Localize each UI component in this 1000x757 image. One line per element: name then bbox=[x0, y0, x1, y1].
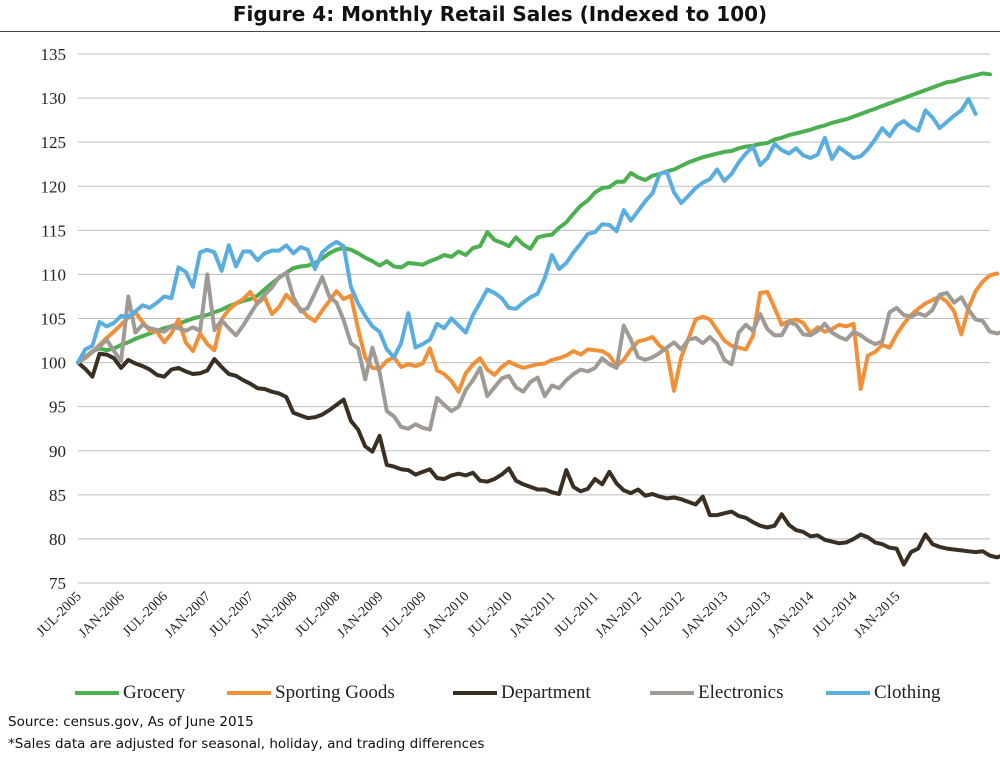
legend: Grocery Sporting Goods Department Electroni… bbox=[75, 680, 995, 706]
y-axis-ticks: 75 80 85 90 95 100 105 110 115 120 125 130 135 bbox=[41, 45, 67, 593]
y-tick-label: 80 bbox=[49, 530, 66, 549]
x-tick-label: JAN-2015 bbox=[852, 589, 904, 641]
y-tick-label: 90 bbox=[49, 442, 66, 461]
y-tick-label: 115 bbox=[41, 221, 66, 240]
legend-swatch bbox=[826, 691, 870, 695]
y-tick-label: 95 bbox=[49, 398, 66, 417]
line-chart: 75 80 85 90 95 100 105 110 115 120 125 130 135 JUL-2… bbox=[34, 45, 1000, 641]
legend-item-grocery: Grocery bbox=[75, 680, 185, 706]
legend-label: Department bbox=[501, 682, 591, 703]
x-tick-label: JAN-2012 bbox=[593, 589, 645, 641]
y-tick-label: 130 bbox=[41, 89, 67, 108]
x-tick-label: JAN-2010 bbox=[421, 589, 473, 641]
legend-label: Sporting Goods bbox=[275, 682, 395, 703]
x-tick-label: JAN-2011 bbox=[507, 589, 558, 640]
gridlines bbox=[78, 53, 990, 584]
y-tick-label: 100 bbox=[41, 354, 67, 373]
legend-swatch bbox=[75, 691, 119, 695]
legend-item-electronics: Electronics bbox=[650, 680, 783, 706]
x-tick-label: JAN-2008 bbox=[248, 589, 300, 641]
chart-title: Figure 4: Monthly Retail Sales (Indexed … bbox=[232, 2, 768, 26]
legend-swatch bbox=[453, 691, 497, 695]
y-tick-label: 135 bbox=[41, 45, 67, 64]
series-line-department bbox=[76, 351, 1000, 567]
y-tick-label: 105 bbox=[41, 310, 67, 329]
x-axis-ticks: JUL-2005JAN-2006JUL-2006JAN-2007JUL-2007… bbox=[34, 589, 903, 641]
legend-label: Grocery bbox=[123, 682, 186, 703]
y-tick-label: 125 bbox=[41, 133, 67, 152]
y-tick-label: 120 bbox=[41, 177, 67, 196]
x-tick-label: JAN-2007 bbox=[162, 589, 214, 641]
x-tick-label: JAN-2006 bbox=[76, 589, 128, 641]
x-tick-label: JAN-2009 bbox=[335, 589, 387, 641]
series-line-sporting-goods bbox=[76, 271, 1000, 394]
footnote: *Sales data are adjusted for seasonal, h… bbox=[8, 736, 485, 752]
y-tick-label: 75 bbox=[49, 574, 66, 593]
x-tick-label: JAN-2014 bbox=[765, 589, 817, 641]
series-line-grocery bbox=[76, 71, 992, 365]
series-line-clothing bbox=[76, 97, 978, 365]
legend-item-clothing: Clothing bbox=[826, 680, 941, 706]
series-lines bbox=[76, 71, 1000, 567]
series-line-electronics bbox=[76, 270, 1000, 432]
legend-label: Electronics bbox=[698, 682, 784, 703]
y-tick-label: 85 bbox=[49, 486, 66, 505]
legend-swatch bbox=[650, 691, 694, 695]
x-tick-label: JAN-2013 bbox=[679, 589, 731, 641]
legend-swatch bbox=[227, 691, 271, 695]
legend-item-department: Department bbox=[453, 680, 591, 706]
x-tick-label: JUL-2010 bbox=[465, 589, 516, 640]
legend-item-sporting-goods: Sporting Goods bbox=[227, 680, 395, 706]
source-note: Source: census.gov, As of June 2015 bbox=[8, 714, 254, 730]
legend-label: Clothing bbox=[874, 682, 941, 703]
title-divider bbox=[0, 31, 1000, 32]
y-tick-label: 110 bbox=[41, 265, 66, 284]
